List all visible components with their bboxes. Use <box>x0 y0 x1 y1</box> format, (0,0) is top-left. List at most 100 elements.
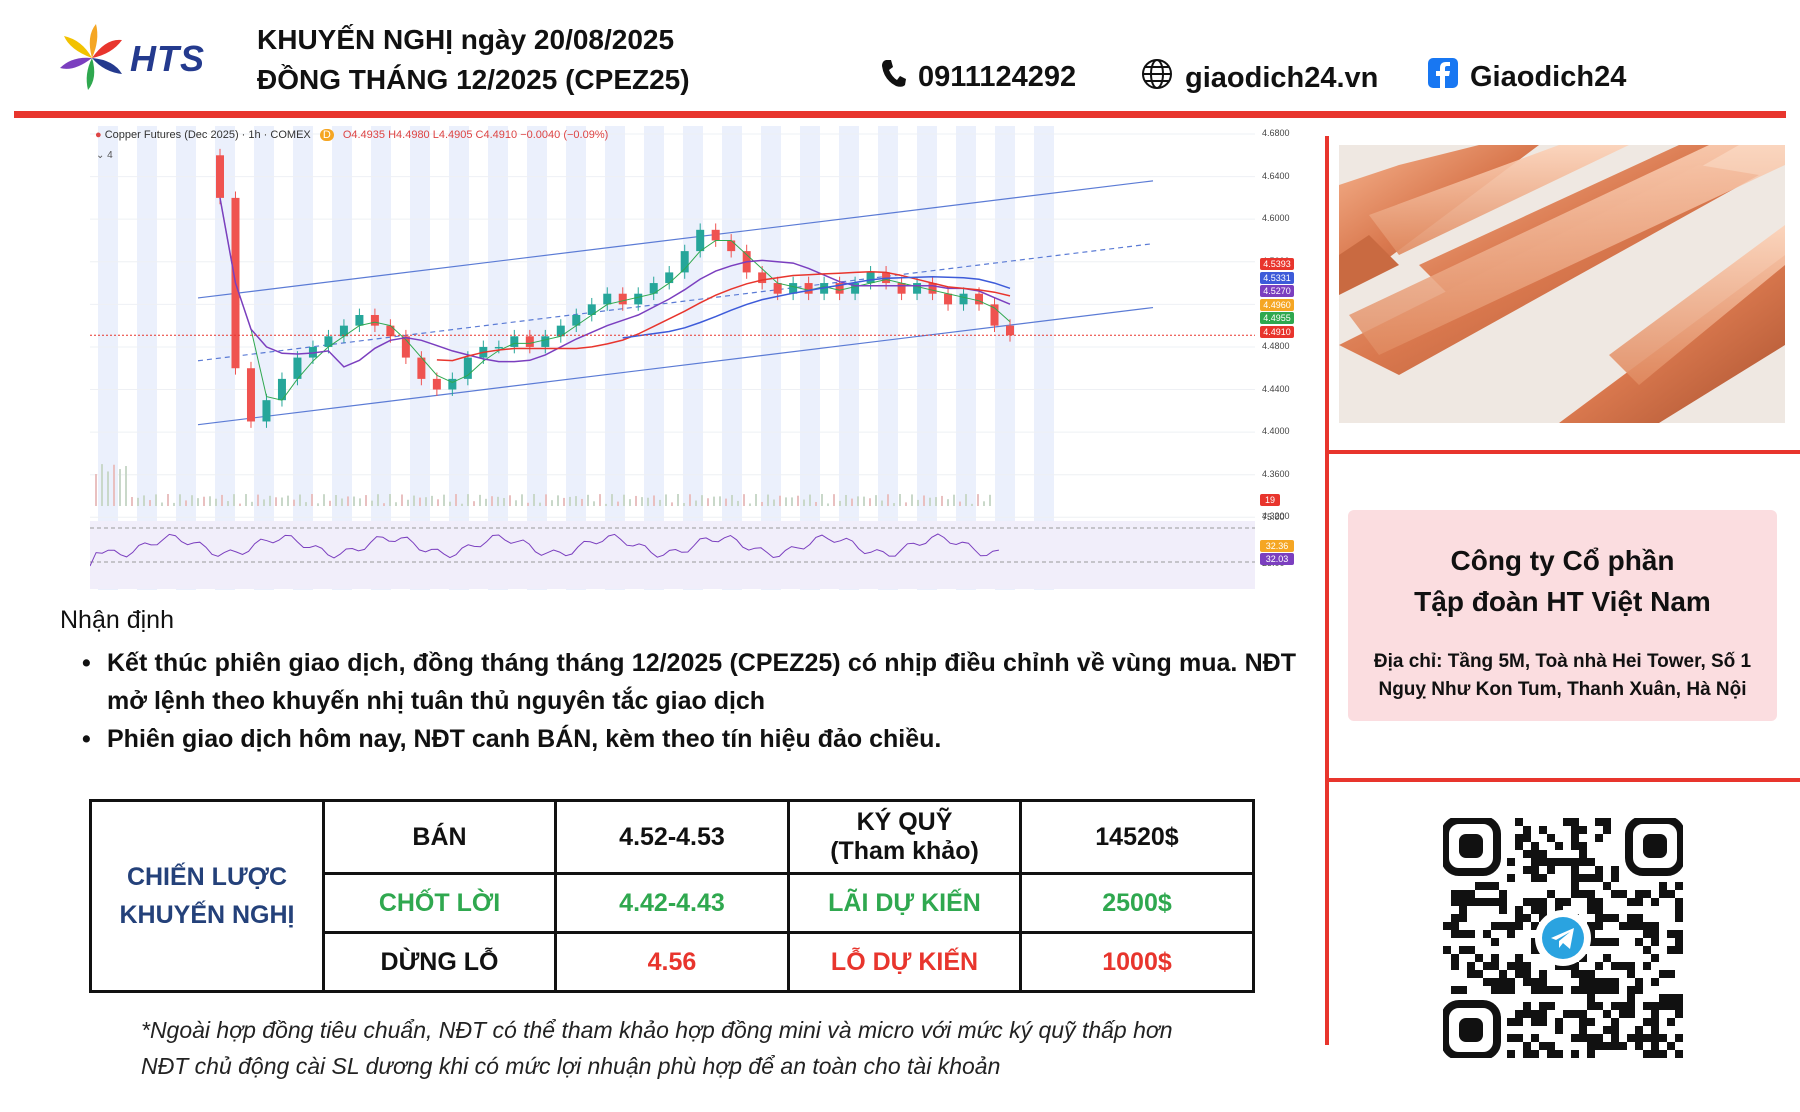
volume-bar <box>167 494 169 506</box>
qr-module <box>1515 818 1523 826</box>
candle-body <box>851 283 860 294</box>
qr-module <box>1515 1010 1523 1018</box>
qr-module <box>1451 922 1459 930</box>
session-band <box>332 126 352 590</box>
volume-bar <box>731 494 733 506</box>
rsi-line <box>90 533 999 567</box>
collapse-count: 4 <box>107 150 113 161</box>
qr-module <box>1659 882 1667 890</box>
copper-bars-image <box>1339 145 1785 423</box>
chart-symbol: Copper Futures (Dec 2025) · 1h · COMEX <box>104 129 311 141</box>
volume-bar <box>329 500 331 506</box>
price-tag: 4.4955 <box>1260 312 1294 324</box>
candle-body <box>541 336 550 347</box>
qr-module <box>1523 866 1531 874</box>
volume-bar <box>305 502 307 506</box>
candle-body <box>789 283 798 294</box>
expected-profit-value: 2500$ <box>1019 872 1255 934</box>
qr-module <box>1459 898 1467 906</box>
qr-module <box>1611 1042 1619 1050</box>
qr-module <box>1595 922 1603 930</box>
qr-module <box>1595 1034 1603 1042</box>
qr-module <box>1595 978 1603 986</box>
stop-loss-price: 4.56 <box>554 931 790 993</box>
qr-module <box>1515 834 1523 842</box>
qr-module <box>1499 970 1507 978</box>
qr-module <box>1523 962 1531 970</box>
facebook-icon <box>1428 58 1458 96</box>
volume-bar <box>113 464 115 506</box>
qr-module <box>1603 818 1611 826</box>
session-band <box>254 126 274 590</box>
contact-website[interactable]: giaodich24.vn <box>1141 58 1378 98</box>
qr-module <box>1443 922 1451 930</box>
volume-bar <box>677 494 679 506</box>
phone-icon <box>880 58 906 96</box>
ma-green-line <box>219 197 1011 401</box>
volume-bar <box>185 500 187 506</box>
qr-module <box>1651 1034 1659 1042</box>
qr-module <box>1515 1034 1523 1042</box>
qr-module <box>1651 1042 1659 1050</box>
qr-module <box>1451 954 1459 962</box>
candle-body <box>293 357 302 379</box>
qr-module <box>1539 978 1547 986</box>
volume-bar <box>191 495 193 506</box>
qr-module <box>1667 890 1675 898</box>
qr-module <box>1587 922 1595 930</box>
qr-module <box>1499 922 1507 930</box>
candle-body <box>525 336 534 347</box>
qr-module <box>1531 978 1539 986</box>
qr-module <box>1603 1026 1611 1034</box>
qr-module <box>1579 858 1587 866</box>
volume-bar <box>839 500 841 506</box>
contact-facebook[interactable]: Giaodich24 <box>1428 58 1626 96</box>
volume-bar <box>665 494 667 506</box>
company-name-line-1: Công ty Cổ phần <box>1450 545 1675 576</box>
qr-module <box>1515 970 1523 978</box>
volume-bar <box>407 499 409 506</box>
strategy-table: CHIẾN LƯỢC KHUYẾN NGHỊ BÁN 4.52-4.53 KÝ … <box>89 799 1255 993</box>
collapse-toggle[interactable]: ⌄ 4 <box>96 150 113 161</box>
strategy-label-line-1: CHIẾN LƯỢC <box>126 863 288 891</box>
volume-bar <box>815 501 817 506</box>
session-band <box>137 126 157 590</box>
volume-bar <box>965 494 967 506</box>
qr-module <box>1571 842 1579 850</box>
channel-lower <box>197 306 1154 426</box>
qr-module <box>1595 1042 1603 1050</box>
qr-module <box>1507 930 1515 938</box>
volume-bar <box>869 498 871 506</box>
qr-module <box>1459 946 1467 954</box>
volume-bar <box>383 503 385 506</box>
qr-module <box>1531 874 1539 882</box>
volume-bar <box>941 495 943 506</box>
qr-module <box>1643 890 1651 898</box>
qr-module <box>1675 1034 1683 1042</box>
column-divider <box>1325 136 1329 1045</box>
qr-module <box>1539 1010 1547 1018</box>
volume-bar <box>755 494 757 506</box>
qr-module <box>1571 986 1579 994</box>
company-card: Công ty Cổ phần Tập đoàn HT Việt Nam Địa… <box>1348 510 1777 721</box>
qr-module <box>1579 842 1587 850</box>
margin-label: KÝ QUỸ (Tham khảo) <box>787 799 1022 875</box>
qr-module <box>1603 826 1611 834</box>
contact-phone[interactable]: 0911124292 <box>880 58 1076 96</box>
qr-module <box>1675 938 1683 946</box>
action-take-profit: CHỐT LỜI <box>322 872 557 934</box>
volume-bar <box>311 494 313 506</box>
volume-bar <box>425 497 427 506</box>
qr-module <box>1675 906 1683 914</box>
qr-module <box>1595 914 1603 922</box>
qr-module <box>1675 994 1683 1002</box>
session-band <box>917 126 937 590</box>
telegram-qr-code[interactable] <box>1441 816 1685 1060</box>
qr-module <box>1555 898 1563 906</box>
volume-bar <box>173 502 175 506</box>
session-band <box>488 126 508 590</box>
volume-bar <box>335 495 337 506</box>
volume-bar <box>563 497 565 506</box>
qr-module <box>1483 978 1491 986</box>
qr-module <box>1627 970 1635 978</box>
